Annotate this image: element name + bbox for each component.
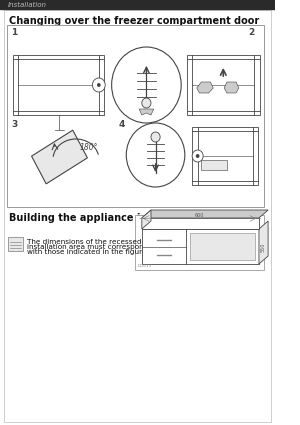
Polygon shape (224, 82, 239, 93)
Circle shape (151, 132, 160, 142)
Bar (187, 55, 260, 115)
Text: 600: 600 (195, 213, 204, 218)
Text: Building the appliance in under a worktop: Building the appliance in under a workto… (9, 213, 242, 223)
Bar (13, 55, 104, 115)
Text: Installation: Installation (7, 2, 46, 8)
Circle shape (192, 150, 203, 162)
Text: 1: 1 (11, 28, 17, 37)
Bar (190, 233, 255, 260)
Bar (135, 215, 263, 270)
Polygon shape (197, 82, 213, 93)
Bar (142, 229, 259, 264)
Polygon shape (142, 210, 268, 218)
Bar (0, 0, 274, 9)
Text: 4: 4 (119, 120, 125, 129)
Polygon shape (139, 109, 154, 115)
Text: DO013: DO013 (137, 264, 152, 268)
Bar (192, 127, 258, 185)
Circle shape (92, 78, 105, 92)
Polygon shape (32, 130, 87, 184)
Bar (142, 218, 259, 229)
Text: 3: 3 (11, 120, 17, 129)
Text: 180°: 180° (80, 142, 98, 151)
Text: The dimensions of the recessed: The dimensions of the recessed (28, 239, 142, 245)
Circle shape (142, 98, 151, 108)
Text: with those indicated in the figure.: with those indicated in the figure. (28, 249, 149, 255)
Polygon shape (142, 210, 151, 229)
Bar (7, 25, 263, 207)
Text: Changing over the freezer compartment door: Changing over the freezer compartment do… (9, 16, 260, 26)
Circle shape (126, 123, 185, 187)
Text: 2: 2 (248, 28, 254, 37)
Text: installation area must correspond: installation area must correspond (28, 244, 149, 250)
Text: 550: 550 (261, 242, 266, 252)
Circle shape (196, 154, 200, 158)
Circle shape (97, 83, 101, 87)
Circle shape (112, 47, 181, 123)
Bar (8, 237, 23, 251)
Bar (201, 160, 227, 170)
Polygon shape (259, 221, 268, 264)
